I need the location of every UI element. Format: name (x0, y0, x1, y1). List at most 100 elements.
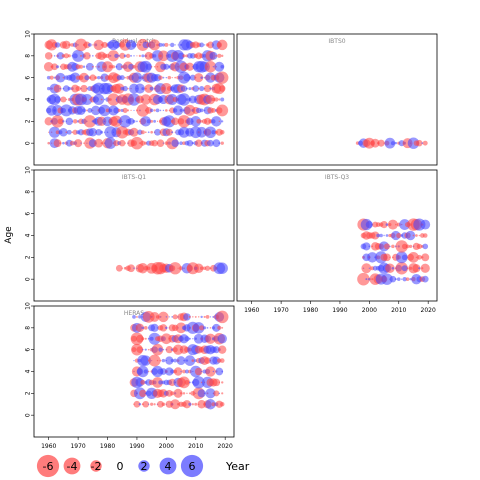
residual-bubble (158, 311, 169, 323)
residual-bubble (204, 357, 211, 364)
residual-bubble (196, 126, 208, 138)
residual-bubble (151, 343, 164, 356)
y-tick-label: 10 (25, 166, 32, 174)
residual-bubble (216, 71, 229, 84)
residual-bubble (362, 242, 371, 251)
panel-ibts0: IBTS0 (236, 33, 438, 166)
residual-bubble (212, 323, 221, 332)
residual-bubble (89, 55, 91, 57)
residual-bubble (395, 223, 397, 226)
residual-bubble (178, 376, 190, 389)
residual-bubble (170, 359, 174, 363)
residual-bubble (69, 140, 75, 146)
x-tick-label: 1970 (273, 307, 288, 314)
residual-bubble (195, 139, 203, 147)
residual-bubble (133, 400, 141, 408)
residual-bubble (205, 315, 210, 319)
residual-bubble (97, 75, 101, 80)
residual-bubble (205, 399, 216, 410)
residual-bubble (154, 128, 161, 136)
residual-bubble (219, 85, 226, 92)
residual-bubble (98, 104, 111, 117)
residual-bubble (209, 316, 212, 318)
residual-bubble (149, 108, 154, 113)
y-tick-label: 10 (25, 302, 32, 310)
panel-title: HERAS (124, 310, 144, 317)
residual-bubble (171, 117, 179, 126)
residual-bubble (420, 219, 431, 230)
residual-bubble (212, 139, 221, 148)
residual-bubble (153, 119, 157, 123)
residual-bubble (91, 65, 94, 68)
residual-bubble (112, 41, 121, 49)
residual-bubble (142, 400, 150, 408)
residual-bubble (204, 126, 217, 139)
residual-bubble (415, 234, 418, 237)
residual-bubble (85, 109, 88, 112)
residual-bubble (140, 140, 146, 146)
residual-bubble (59, 142, 62, 145)
residual-bubble (218, 381, 220, 384)
residual-bubble (221, 381, 224, 384)
residual-bubble (184, 355, 196, 366)
residual-bubble (185, 62, 194, 71)
residual-bubble (383, 142, 385, 144)
residual-bubble (128, 63, 135, 70)
residual-bubble (162, 348, 165, 351)
residual-bubble (159, 109, 162, 112)
residual-bubble (383, 234, 385, 237)
residual-bubble (184, 379, 190, 385)
residual-bubble (205, 366, 216, 377)
residual-bubble (416, 139, 423, 147)
residual-bubble (149, 86, 154, 91)
residual-bubble (119, 52, 126, 59)
residual-bubble (186, 139, 194, 147)
residual-bubble (165, 367, 174, 376)
residual-bubble (165, 128, 173, 136)
residual-bubble (412, 234, 415, 237)
residual-bubble (415, 256, 418, 259)
x-tick-label: 2020 (218, 443, 233, 450)
residual-bubble (368, 267, 370, 269)
x-axis-ibts-q3: 1960 1970 1980 1990 2000 2010 2020 (244, 301, 436, 314)
residual-bubble (86, 87, 88, 90)
residual-bubble (165, 389, 173, 397)
residual-bubble (141, 326, 145, 330)
residual-bubble (182, 54, 186, 58)
residual-bubble (203, 315, 206, 318)
residual-bubble (119, 75, 125, 81)
residual-bubble (47, 141, 51, 145)
residual-bubble (168, 316, 170, 318)
residual-bubble (211, 130, 216, 135)
residual-bubble (405, 230, 416, 241)
residual-bubble (153, 109, 156, 112)
residual-bubble (55, 130, 60, 135)
residual-bubble (158, 75, 163, 80)
residual-bubble (189, 74, 196, 81)
residual-bubble (171, 139, 180, 148)
residual-bubble (409, 277, 412, 281)
residual-bubble (179, 108, 183, 112)
residual-bubble (137, 365, 149, 378)
residual-bubble (177, 267, 179, 269)
legend-label: 6 (189, 460, 196, 473)
residual-bubble (389, 275, 397, 283)
residual-bubble (218, 345, 227, 354)
residual-bubble (177, 52, 185, 60)
residual-bubble (197, 400, 206, 409)
x-tick-label: 1960 (41, 443, 56, 450)
residual-bubble (65, 117, 74, 126)
residual-bubble (83, 41, 91, 49)
residual-bubble (101, 41, 108, 48)
bubbles (355, 137, 428, 149)
residual-bubble (175, 322, 187, 334)
residual-bubble (93, 93, 105, 106)
residual-bubble (100, 130, 104, 134)
legend-bubble (180, 454, 204, 478)
residual-bubble (385, 263, 395, 274)
residual-bubble (205, 94, 216, 105)
residual-bubble (50, 55, 53, 57)
residual-bubble (79, 64, 84, 69)
residual-bubble (132, 315, 136, 319)
residual-bubble (152, 377, 163, 388)
